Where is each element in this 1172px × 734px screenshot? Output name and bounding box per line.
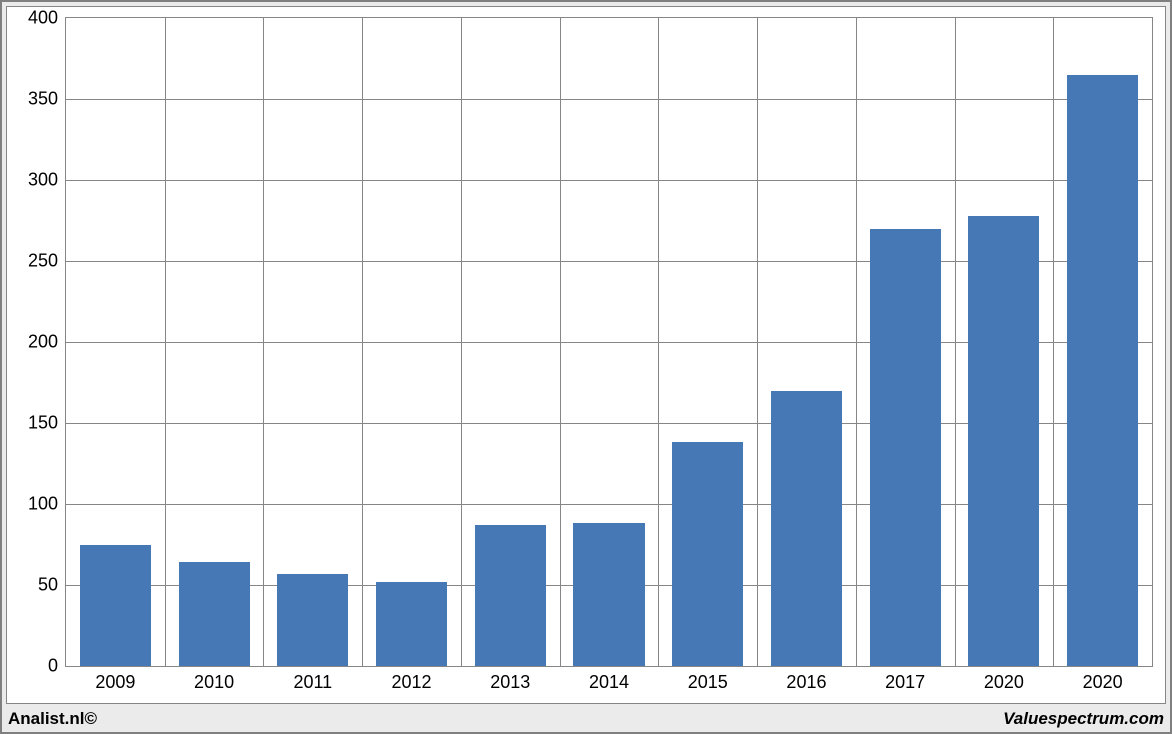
bar [80,545,151,667]
y-tick-label: 100 [28,494,58,515]
footer-left: Analist.nl© [8,709,97,729]
x-tick-label: 2011 [293,672,332,693]
chart-frame: 0 50 100 150 200 250 300 350 400 2009 2010 2011 2012… [0,0,1172,734]
y-tick-label: 350 [28,89,58,110]
gridline-v [263,18,264,666]
y-tick-label: 300 [28,170,58,191]
gridline-v [955,18,956,666]
x-tick-label: 2015 [688,672,728,693]
x-tick-label: 2012 [392,672,432,693]
y-tick-label: 150 [28,413,58,434]
x-tick-label: 2020 [1083,672,1123,693]
x-tick-label: 2010 [194,672,234,693]
y-tick-label: 0 [48,656,58,677]
gridline-v [165,18,166,666]
bar [968,216,1039,666]
gridline-h [66,99,1152,100]
x-tick-label: 2009 [95,672,135,693]
chart-inner: 0 50 100 150 200 250 300 350 400 2009 2010 2011 2012… [6,6,1166,704]
gridline-v [658,18,659,666]
x-tick-label: 2016 [786,672,826,693]
plot-area: 0501001502002503003504002009201020112012… [65,17,1153,667]
y-tick-label: 50 [38,575,58,596]
x-tick-label: 2014 [589,672,629,693]
gridline-v [461,18,462,666]
gridline-v [362,18,363,666]
bar [771,391,842,666]
x-tick-label: 2020 [984,672,1024,693]
bar [179,562,250,666]
bar [376,582,447,666]
gridline-v [1053,18,1054,666]
y-tick-label: 250 [28,251,58,272]
gridline-v [560,18,561,666]
y-tick-label: 200 [28,332,58,353]
footer-right: Valuespectrum.com [1003,709,1164,729]
bar [870,229,941,666]
x-tick-label: 2013 [490,672,530,693]
bar [277,574,348,666]
y-tick-label: 400 [28,8,58,29]
gridline-v [856,18,857,666]
gridline-v [757,18,758,666]
bar [475,525,546,666]
bar [1067,75,1138,666]
gridline-h [66,180,1152,181]
bar [672,442,743,666]
bar [573,523,644,666]
x-tick-label: 2017 [885,672,925,693]
